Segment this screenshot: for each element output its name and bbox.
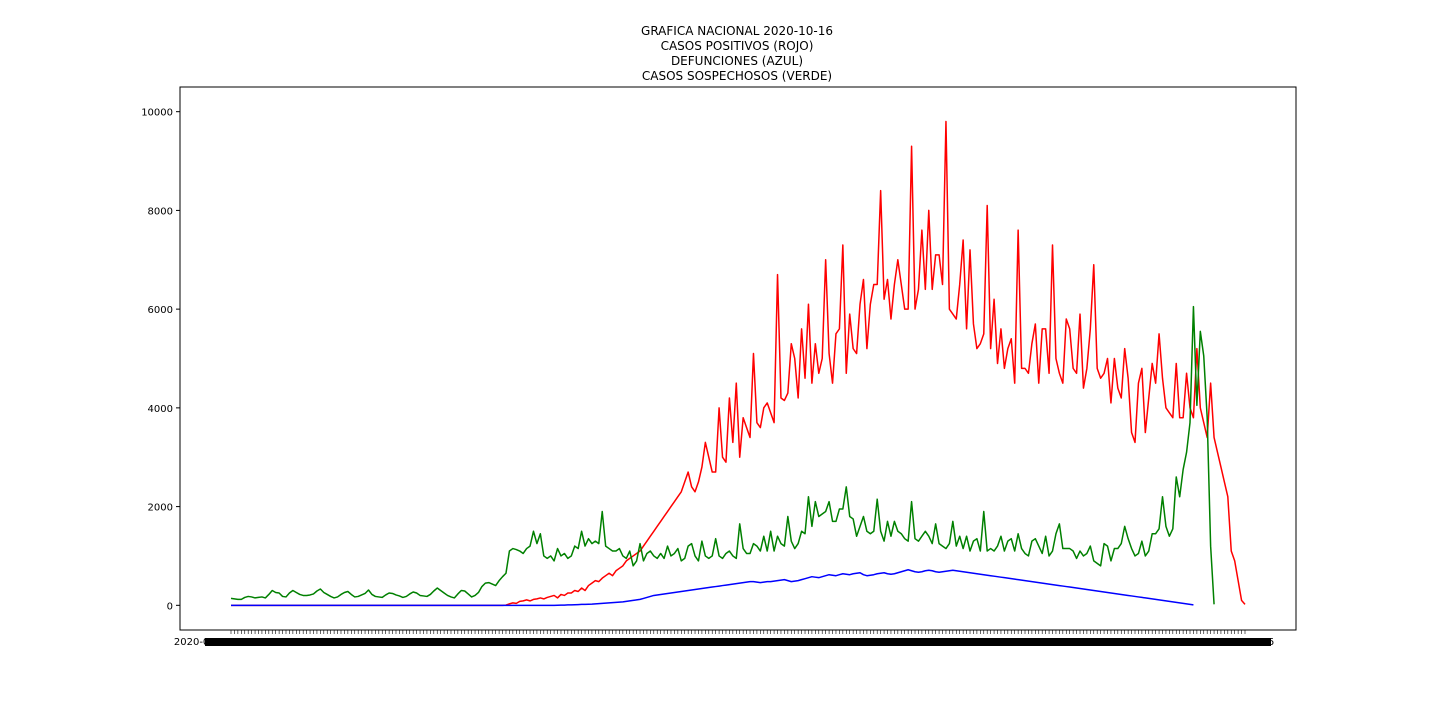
y-axis: 0 2000 4000 6000 8000 10000 xyxy=(141,108,180,612)
x-tick-label-end: 2020-10-16 xyxy=(1216,637,1274,648)
y-tick-label-3: 6000 xyxy=(148,305,173,316)
title-line-1: GRAFICA NACIONAL 2020-10-16 xyxy=(641,24,833,38)
x-tick-labels-overlap-band xyxy=(205,638,1271,646)
series-line-defunciones xyxy=(231,569,1194,607)
y-tick-label-2: 4000 xyxy=(148,404,173,415)
y-tick-label-0: 0 xyxy=(167,601,173,612)
x-tick-label-start: 2020-01-01 xyxy=(174,637,232,648)
series-layer xyxy=(230,120,1246,607)
x-axis: 2020-01-01 2020-10-16 xyxy=(174,630,1274,648)
chart-title: GRAFICA NACIONAL 2020-10-16 CASOS POSITI… xyxy=(641,24,833,83)
y-tick-label-5: 10000 xyxy=(141,108,173,119)
title-line-2: CASOS POSITIVOS (ROJO) xyxy=(661,39,814,53)
y-tick-label-1: 2000 xyxy=(148,503,173,514)
plot-area-frame xyxy=(179,86,1297,631)
title-line-3: DEFUNCIONES (AZUL) xyxy=(671,54,803,68)
series-line-positivos xyxy=(231,120,1246,607)
title-line-4: CASOS SOSPECHOSOS (VERDE) xyxy=(642,69,832,83)
series-line-sospechosos xyxy=(230,305,1215,605)
y-tick-label-4: 8000 xyxy=(148,206,173,217)
